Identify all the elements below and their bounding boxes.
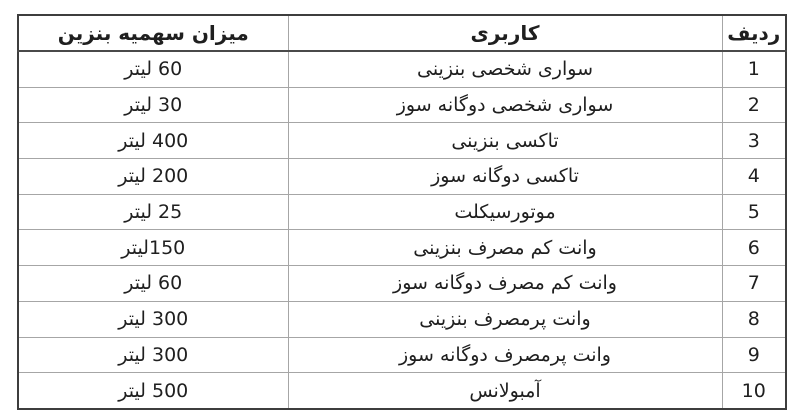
table-row: 6 وانت کم مصرف بنزینی 150لیتر [17, 229, 787, 267]
usage-cell: موتورسیکلت [287, 193, 723, 231]
usage-cell: سواری شخصی بنزینی [287, 50, 723, 88]
table-row: 5 موتورسیکلت 25 لیتر [17, 193, 787, 231]
quota-cell: 30 لیتر [17, 86, 289, 124]
table-header: ردیف کاربری میزان سهمیه بنزین [17, 14, 787, 52]
usage-cell: وانت پرمصرف بنزینی [287, 300, 723, 338]
quota-cell: 150لیتر [17, 229, 289, 267]
table-row: 7 وانت کم مصرف دوگانه سوز 60 لیتر [17, 265, 787, 302]
row-number-cell: 10 [721, 372, 787, 410]
usage-cell: وانت کم مصرف دوگانه سوز [287, 265, 723, 302]
table-row: 8 وانت پرمصرف بنزینی 300 لیتر [17, 300, 787, 338]
usage-cell: وانت پرمصرف دوگانه سوز [287, 336, 723, 374]
row-number-cell: 5 [721, 193, 787, 231]
row-number-cell: 8 [721, 300, 787, 338]
row-number-cell: 2 [721, 86, 787, 124]
quota-cell: 60 لیتر [17, 265, 289, 302]
row-number-cell: 6 [721, 229, 787, 267]
quota-cell: 300 لیتر [17, 300, 289, 338]
quota-cell: 200 لیتر [17, 158, 289, 195]
table-row: 10 آمبولانس 500 لیتر [17, 372, 787, 410]
row-number-cell: 7 [721, 265, 787, 302]
header-row: ردیف کاربری میزان سهمیه بنزین [17, 14, 787, 52]
quota-cell: 25 لیتر [17, 193, 289, 231]
table-row: 3 تاکسی بنزینی 400 لیتر [17, 122, 787, 160]
row-number-cell: 9 [721, 336, 787, 374]
header-usage: کاربری [287, 14, 723, 52]
row-number-cell: 4 [721, 158, 787, 195]
fuel-quota-table-container: ردیف کاربری میزان سهمیه بنزین 1 سواری شخ… [17, 14, 787, 410]
fuel-quota-table: ردیف کاربری میزان سهمیه بنزین 1 سواری شخ… [17, 14, 787, 410]
row-number-cell: 3 [721, 122, 787, 160]
quota-cell: 500 لیتر [17, 372, 289, 410]
table-row: 1 سواری شخصی بنزینی 60 لیتر [17, 50, 787, 88]
table-row: 4 تاکسی دوگانه سوز 200 لیتر [17, 158, 787, 195]
quota-cell: 300 لیتر [17, 336, 289, 374]
usage-cell: سواری شخصی دوگانه سوز [287, 86, 723, 124]
row-number-cell: 1 [721, 50, 787, 88]
table-row: 9 وانت پرمصرف دوگانه سوز 300 لیتر [17, 336, 787, 374]
usage-cell: آمبولانس [287, 372, 723, 410]
header-row-number: ردیف [721, 14, 787, 52]
usage-cell: وانت کم مصرف بنزینی [287, 229, 723, 267]
header-quota: میزان سهمیه بنزین [17, 14, 289, 52]
usage-cell: تاکسی دوگانه سوز [287, 158, 723, 195]
quota-cell: 60 لیتر [17, 50, 289, 88]
table-row: 2 سواری شخصی دوگانه سوز 30 لیتر [17, 86, 787, 124]
table-body: 1 سواری شخصی بنزینی 60 لیتر 2 سواری شخصی… [17, 50, 787, 410]
quota-cell: 400 لیتر [17, 122, 289, 160]
usage-cell: تاکسی بنزینی [287, 122, 723, 160]
